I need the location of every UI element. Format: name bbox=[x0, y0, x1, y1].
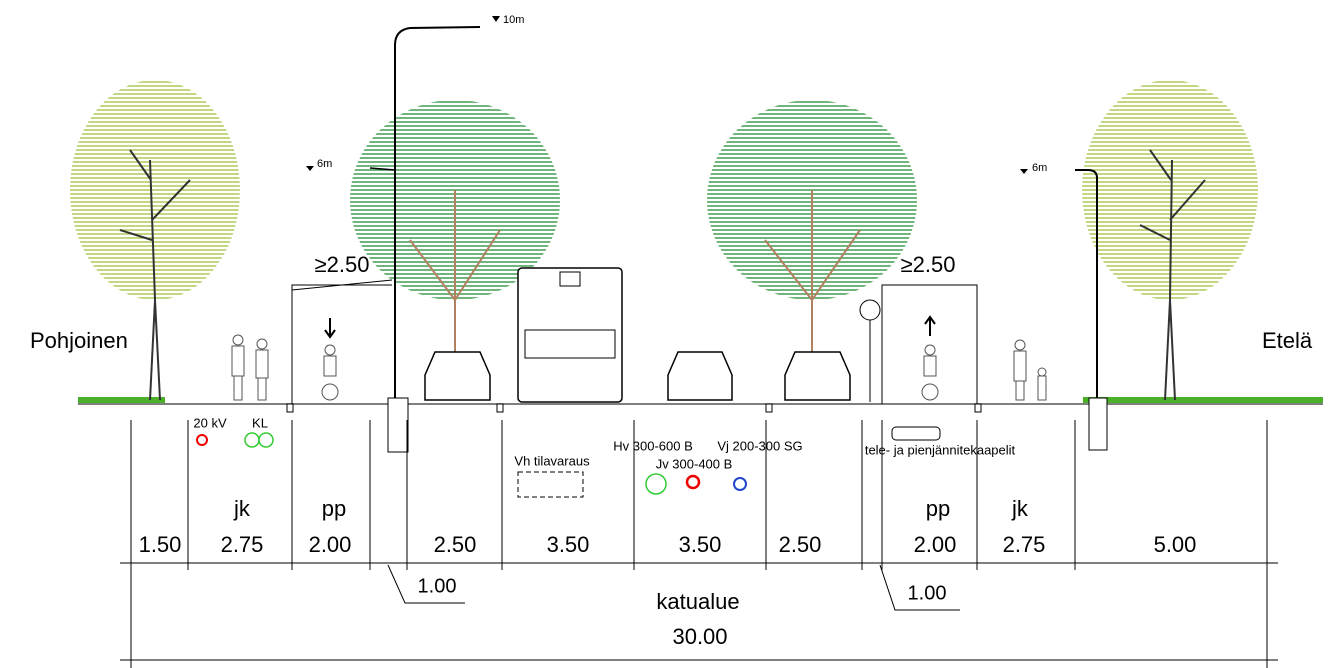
utility-label: Vh tilavaraus bbox=[514, 453, 590, 468]
widths: 1.50 2.75 2.00 2.50 3.50 3.50 2.50 2.00 2.75 5.00 bbox=[139, 532, 1197, 557]
offset-label: 1.00 bbox=[908, 582, 947, 604]
width-label: 2.50 bbox=[779, 532, 822, 557]
width-label: 3.50 bbox=[679, 532, 722, 557]
north-label: Pohjoinen bbox=[30, 328, 128, 353]
utility-label: KL bbox=[252, 415, 268, 430]
width-label: 2.75 bbox=[1003, 532, 1046, 557]
zone-label: pp bbox=[322, 496, 346, 521]
width-label: 5.00 bbox=[1154, 532, 1197, 557]
width-label: 2.00 bbox=[914, 532, 957, 557]
height-label: 6m bbox=[317, 158, 332, 170]
area-width: 30.00 bbox=[672, 624, 727, 649]
clearance: ≥2.50 bbox=[901, 252, 956, 277]
street-section: Pohjoinen Etelä ≥2.50 ≥2.50 10m 6m 6m 20… bbox=[0, 0, 1336, 668]
zone-label: jk bbox=[1011, 496, 1029, 521]
clearance: ≥2.50 bbox=[315, 252, 370, 277]
width-label: 1.50 bbox=[139, 532, 182, 557]
zone-label: pp bbox=[926, 496, 950, 521]
utility-label: Hv 300-600 B bbox=[613, 438, 693, 453]
offset-label: 1.00 bbox=[418, 575, 457, 597]
utility-label: 20 kV bbox=[193, 415, 227, 430]
utility-label: Jv 300-400 B bbox=[656, 456, 733, 471]
height-label: 10m bbox=[503, 14, 524, 26]
area-label: katualue bbox=[656, 589, 739, 614]
width-label: 2.00 bbox=[309, 532, 352, 557]
utility-label: Vj 200-300 SG bbox=[717, 438, 802, 453]
south-label: Etelä bbox=[1262, 328, 1313, 353]
width-label: 3.50 bbox=[547, 532, 590, 557]
width-label: 2.50 bbox=[434, 532, 477, 557]
width-label: 2.75 bbox=[221, 532, 264, 557]
zone-label: jk bbox=[233, 496, 251, 521]
height-label: 6m bbox=[1032, 162, 1047, 174]
scenery bbox=[70, 16, 1323, 668]
utility-label: tele- ja pienjännitekaapelit bbox=[865, 442, 1016, 457]
